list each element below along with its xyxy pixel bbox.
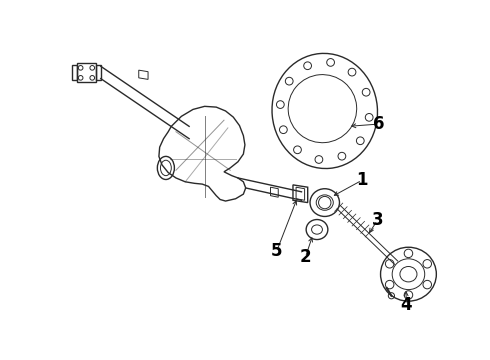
Text: 2: 2 xyxy=(299,248,311,266)
Text: 3: 3 xyxy=(371,211,383,229)
Text: 6: 6 xyxy=(373,115,385,133)
Text: 4: 4 xyxy=(400,296,412,314)
Text: 1: 1 xyxy=(356,171,368,189)
Text: 5: 5 xyxy=(271,242,282,260)
